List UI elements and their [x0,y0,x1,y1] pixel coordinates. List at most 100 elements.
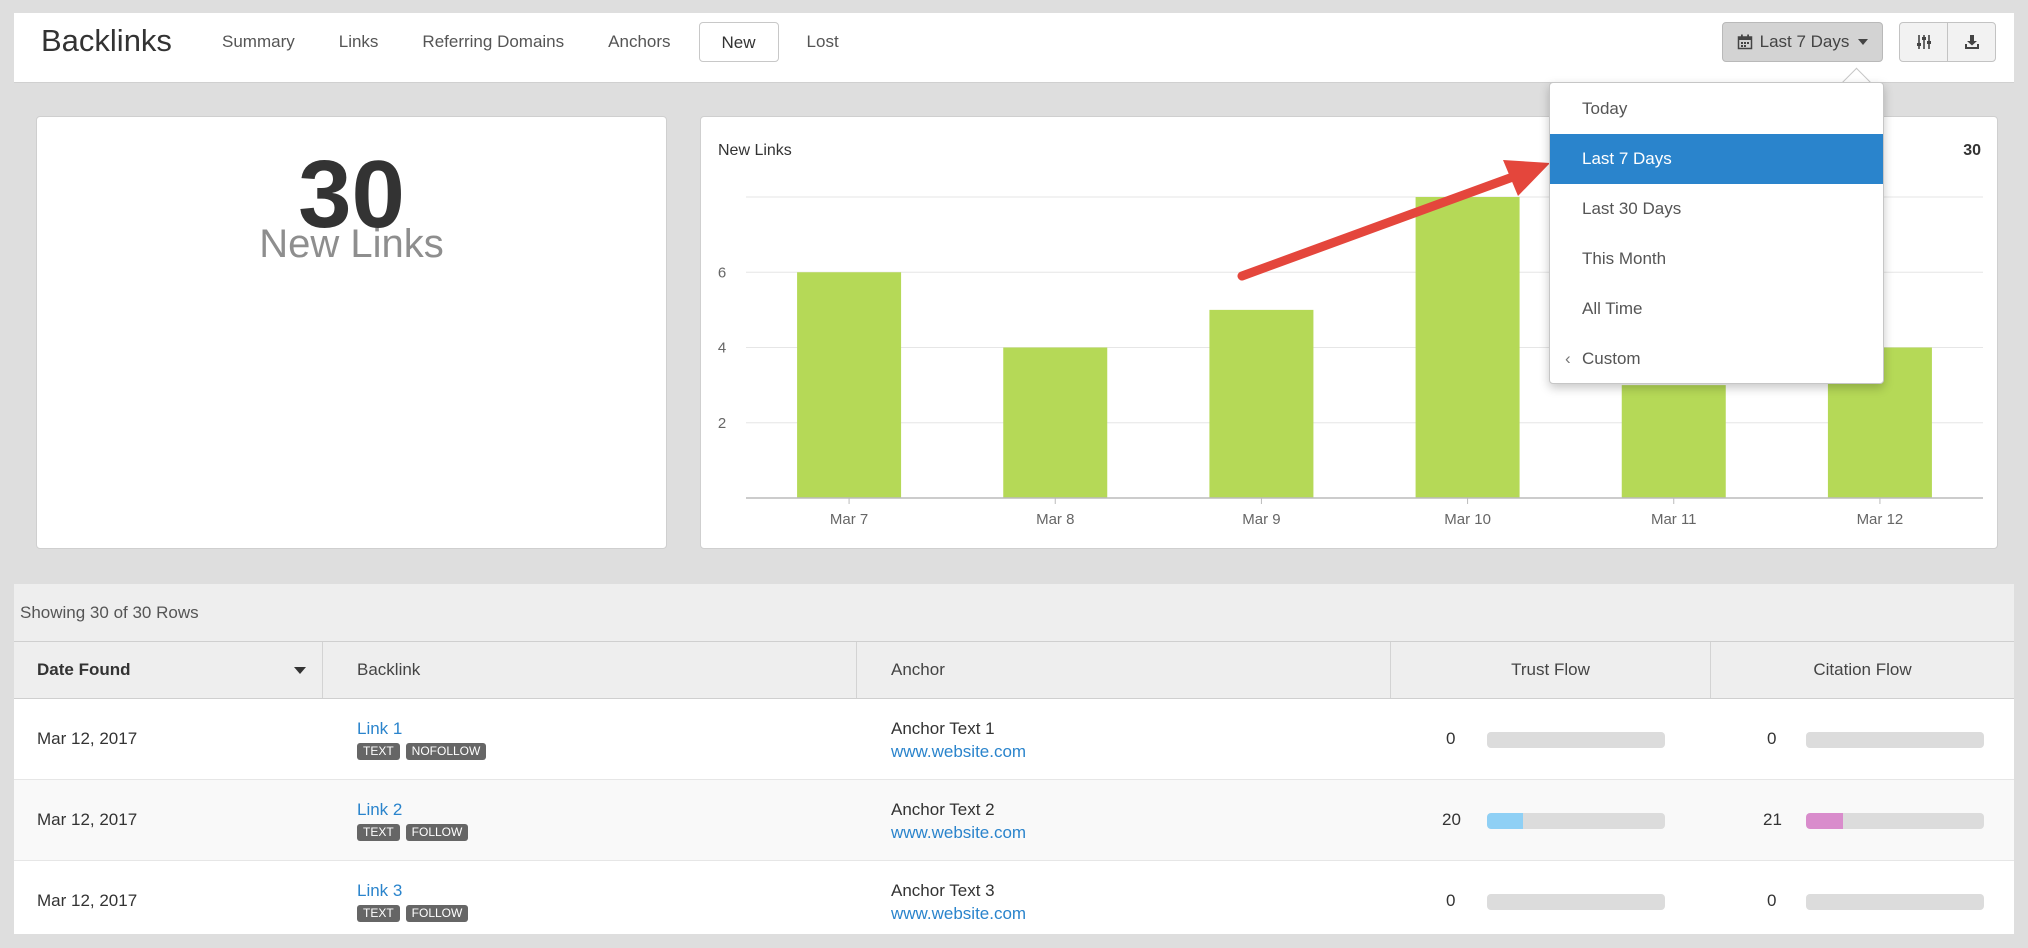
date-option-custom[interactable]: ‹ Custom [1550,334,1883,384]
date-range-dropdown: Today Last 7 Days Last 30 Days This Mont… [1549,82,1884,384]
trust-flow-value: 0 [1446,729,1456,748]
column-date-found[interactable]: Date Found [14,642,323,698]
column-anchor[interactable]: Anchor [857,642,1391,698]
date-option-custom-label: Custom [1582,349,1641,368]
tab-referring-domains[interactable]: Referring Domains [422,32,565,51]
trust-flow-bar [1487,894,1665,910]
link-badges: TEXT NOFOLLOW [357,743,487,760]
backlink-link[interactable]: Link 1 [357,719,403,738]
citation-flow-bar [1806,813,1984,829]
calendar-icon [1737,34,1752,50]
trust-flow-bar [1487,813,1665,829]
backlink-link[interactable]: Link 2 [357,800,403,819]
y-tick-label: 6 [718,264,726,281]
trust-flow-cell: 0 [1391,861,1711,934]
bar-mar-10 [1415,197,1520,498]
link-badges: TEXT FOLLOW [357,824,469,841]
date-option-last-30-days[interactable]: Last 30 Days [1582,199,1682,218]
column-trust-flow[interactable]: Trust Flow [1391,642,1711,698]
chevron-left-icon: ‹ [1565,349,1571,368]
date-option-this-month[interactable]: This Month [1582,249,1667,268]
top-bar: Backlinks Summary Links Referring Domain… [14,13,2014,83]
date-option-all-time[interactable]: All Time [1582,299,1643,318]
follow-badge: FOLLOW [405,824,469,841]
sort-desc-icon [294,667,306,674]
citation-flow-value: 0 [1767,891,1777,910]
tab-links[interactable]: Links [338,32,379,51]
column-date-found-label: Date Found [37,660,131,679]
follow-badge: NOFOLLOW [405,743,487,760]
x-tick-label: Mar 8 [1036,511,1074,528]
trust-flow-value: 20 [1442,810,1461,829]
date-range-button[interactable]: Last 7 Days [1722,22,1883,62]
date-found-cell: Mar 12, 2017 [37,810,138,829]
anchor-cell: Anchor Text 3 www.website.com [857,861,1391,934]
trust-flow-cell: 20 [1391,780,1711,860]
anchor-text: Anchor Text 2 [891,800,995,819]
link-type-badge: TEXT [357,905,400,922]
bar-mar-8 [1003,347,1108,498]
date-option-last-7-days[interactable]: Last 7 Days [1550,134,1883,184]
page-title: Backlinks [41,23,172,58]
citation-flow-cell: 0 [1711,699,2014,779]
tab-new[interactable]: New [698,22,779,62]
date-option-today[interactable]: Today [1582,99,1628,118]
chart-total: 30 [1963,142,1981,159]
sliders-icon [1916,35,1931,49]
table-row: Mar 12, 2017 Link 1 TEXT NOFOLLOW Anchor… [14,699,2014,780]
filter-settings-button[interactable] [1899,22,1948,62]
bar-mar-7 [797,272,902,498]
citation-flow-cell: 0 [1711,861,2014,934]
anchor-url-link[interactable]: www.website.com [891,823,1027,842]
follow-badge: FOLLOW [405,905,469,922]
citation-flow-value: 0 [1767,729,1777,748]
date-found-cell: Mar 12, 2017 [37,729,138,748]
x-tick-label: Mar 10 [1444,511,1491,528]
trust-flow-value: 0 [1446,891,1456,910]
report-tabs: Summary Links Referring Domains Anchors … [200,22,861,62]
anchor-url-link[interactable]: www.website.com [891,904,1027,923]
chart-title: New Links [718,142,792,159]
new-links-stat-panel: 30 New Links [36,116,667,549]
table-header: Date Found Backlink Anchor Trust Flow Ci… [14,642,2014,699]
trust-flow-fill [1487,813,1523,829]
backlinks-table: Showing 30 of 30 Rows Date Found Backlin… [14,584,2014,934]
trust-flow-cell: 0 [1391,699,1711,779]
anchor-cell: Anchor Text 1 www.website.com [857,699,1391,779]
x-tick-label: Mar 9 [1242,511,1280,528]
export-button[interactable] [1947,22,1996,62]
tab-anchors[interactable]: Anchors [608,32,671,51]
citation-flow-bar [1806,894,1984,910]
backlink-cell: Link 2 TEXT FOLLOW [323,780,857,860]
new-links-bar-chart: 2 4 6 Mar 7 Mar 8 Mar 9 Mar 10 Mar 11 Mar 12 [718,196,1983,528]
anchor-text: Anchor Text 1 [891,719,995,738]
anchor-text: Anchor Text 3 [891,881,995,900]
x-tick-label: Mar 11 [1651,511,1697,528]
x-tick-label: Mar 7 [830,511,868,528]
citation-flow-cell: 21 [1711,780,2014,860]
table-row-count: Showing 30 of 30 Rows [14,584,2014,642]
backlink-link[interactable]: Link 3 [357,881,403,900]
date-found-cell: Mar 12, 2017 [37,891,138,910]
tab-lost[interactable]: Lost [806,32,839,51]
column-citation-flow[interactable]: Citation Flow [1813,660,1912,679]
bar-mar-9 [1209,309,1314,498]
download-icon [1964,35,1979,49]
citation-flow-fill [1806,813,1844,829]
table-row: Mar 12, 2017 Link 3 TEXT FOLLOW Anchor T… [14,861,2014,934]
new-links-count: 30 [298,141,405,248]
trust-flow-bar [1487,732,1665,748]
column-backlink[interactable]: Backlink [323,642,857,698]
table-row: Mar 12, 2017 Link 2 TEXT FOLLOW Anchor T… [14,780,2014,861]
anchor-cell: Anchor Text 2 www.website.com [857,780,1391,860]
date-range-label: Last 7 Days [1759,32,1850,51]
x-tick-label: Mar 12 [1857,511,1904,528]
backlink-cell: Link 3 TEXT FOLLOW [323,861,857,934]
new-links-label: New Links [259,222,444,266]
tab-summary[interactable]: Summary [222,32,295,51]
backlink-cell: Link 1 TEXT NOFOLLOW [323,699,857,779]
anchor-url-link[interactable]: www.website.com [891,742,1027,761]
link-type-badge: TEXT [357,824,400,841]
link-badges: TEXT FOLLOW [357,905,469,922]
